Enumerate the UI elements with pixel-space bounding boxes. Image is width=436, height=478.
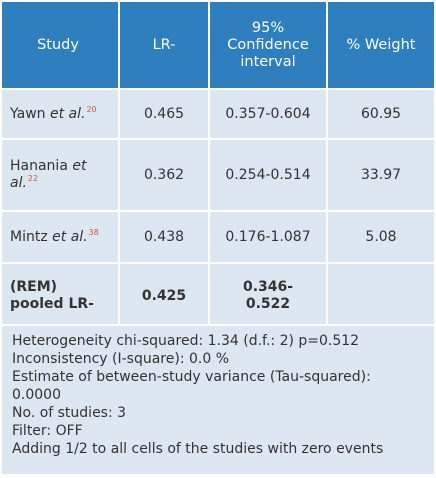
table-header-row: Study LR- 95% Confidence interval % Weig… — [2, 2, 434, 88]
adding-line: Adding 1/2 to all cells of the studies w… — [12, 441, 384, 457]
header-ci-line3: interval — [240, 53, 296, 70]
table-row: Hanania et al.22 0.362 0.254-0.514 33.97 — [2, 138, 434, 210]
study-cell: Yawn et al.20 — [2, 90, 120, 138]
statistics-notes: Heterogeneity chi-squared: 1.34 (d.f.: 2… — [2, 324, 434, 474]
filter-line: Filter: OFF — [12, 423, 83, 439]
pooled-ci: 0.346- 0.522 — [210, 264, 328, 328]
reference-number: 38 — [88, 227, 99, 237]
weight-cell: 60.95 — [360, 105, 402, 122]
header-lr: LR- — [120, 2, 210, 88]
pooled-weight — [328, 264, 434, 328]
tau-value-line: 0.0000 — [12, 387, 61, 403]
study-cell: Hanania et al.22 — [2, 140, 120, 210]
weight-cell: 5.08 — [365, 228, 397, 245]
ci-cell: 0.254-0.514 — [210, 140, 328, 210]
study-etal: et al. — [52, 228, 88, 245]
header-ci-line2: Confidence — [227, 36, 309, 53]
study-author: Hanania — [10, 158, 68, 174]
study-author: Mintz — [10, 228, 48, 245]
tau-label-line: Estimate of between-study variance (Tau-… — [12, 369, 371, 385]
study-etal-cont: al. — [10, 175, 27, 191]
pooled-ci-line2: 0.522 — [245, 296, 291, 312]
study-etal: et — [72, 158, 87, 174]
ci-cell: 0.176-1.087 — [210, 212, 328, 262]
pooled-lr: 0.425 — [120, 264, 210, 328]
header-weight: % Weight — [346, 36, 416, 53]
header-ci: 95% Confidence interval — [210, 2, 328, 88]
pooled-ci-line1: 0.346- — [242, 279, 294, 295]
studies-count-line: No. of studies: 3 — [12, 405, 127, 421]
reference-number: 22 — [27, 174, 39, 184]
study-author: Yawn — [10, 105, 46, 122]
heterogeneity-line: Heterogeneity chi-squared: 1.34 (d.f.: 2… — [12, 333, 360, 349]
table-row: Mintz et al.38 0.438 0.176-1.087 5.08 — [2, 210, 434, 262]
lr-cell: 0.362 — [120, 140, 210, 210]
inconsistency-line: Inconsistency (I-square): 0.0 % — [12, 351, 230, 367]
ci-cell: 0.357-0.604 — [210, 90, 328, 138]
results-table: Study LR- 95% Confidence interval % Weig… — [2, 2, 434, 328]
pooled-label-line1: (REM) — [10, 279, 58, 295]
reference-number: 20 — [86, 104, 97, 114]
weight-cell: 33.97 — [360, 166, 402, 183]
lr-cell: 0.438 — [120, 212, 210, 262]
lr-cell: 0.465 — [120, 90, 210, 138]
study-cell: Mintz et al.38 — [2, 212, 120, 262]
header-study: Study — [2, 2, 120, 88]
table-row: Yawn et al.20 0.465 0.357-0.604 60.95 — [2, 88, 434, 138]
header-ci-line1: 95% — [251, 19, 285, 36]
pooled-label: (REM) pooled LR- — [2, 264, 120, 328]
pooled-label-line2: pooled LR- — [10, 296, 94, 312]
study-etal: et al. — [49, 105, 86, 122]
pooled-row: (REM) pooled LR- 0.425 0.346- 0.522 — [2, 262, 434, 328]
